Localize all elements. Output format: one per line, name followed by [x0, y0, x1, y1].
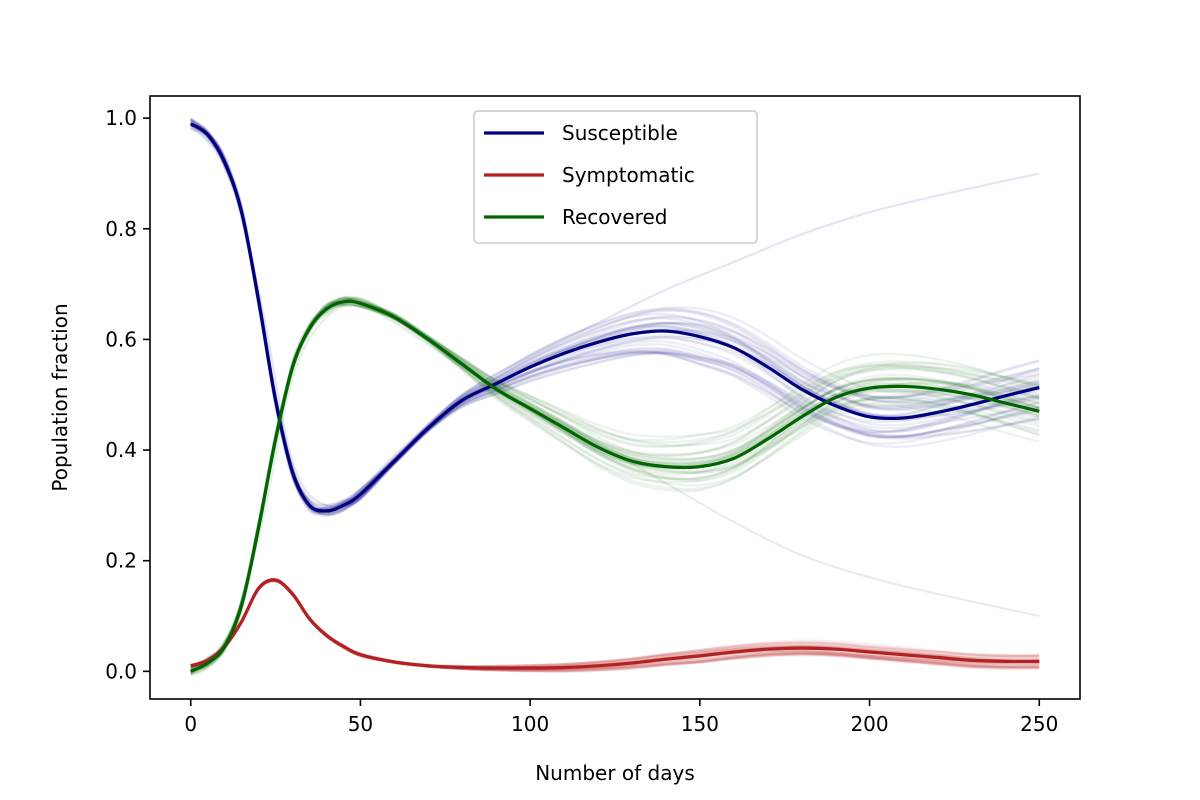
y-tick-label: 0.6 [105, 327, 137, 351]
x-tick-label: 150 [681, 712, 719, 736]
axes-frame [149, 95, 1081, 700]
legend-label-recovered: Recovered [562, 205, 667, 229]
x-tick-label: 50 [348, 712, 373, 736]
legend-box [473, 110, 758, 244]
y-tick-label: 0.4 [105, 438, 137, 462]
y-tick-label: 0.2 [105, 549, 137, 573]
legend-label-symptomatic: Symptomatic [562, 163, 695, 187]
y-tick-label: 1.0 [105, 106, 137, 130]
plot-area [189, 117, 1040, 677]
y-tick-label: 0.0 [105, 659, 137, 683]
series-line-susceptible [189, 122, 1040, 513]
y-tick-label: 0.8 [105, 217, 137, 241]
x-tick-label: 100 [511, 712, 549, 736]
x-axis-ticks: 0 50 100 150 200 250 [184, 699, 1058, 736]
mean-lines [189, 122, 1040, 673]
x-tick-label: 0 [184, 712, 197, 736]
x-axis-label: Number of days [535, 761, 695, 785]
series-line-recovered [190, 299, 1040, 673]
y-axis-label: Population fraction [48, 303, 72, 491]
legend: Susceptible Symptomatic Recovered [473, 110, 758, 244]
x-tick-label: 250 [1020, 712, 1058, 736]
y-axis-ticks: 0.0 0.2 0.4 0.6 0.8 1.0 [105, 106, 150, 683]
legend-label-susceptible: Susceptible [562, 121, 678, 145]
x-tick-label: 200 [850, 712, 888, 736]
series-line-symptomatic [190, 578, 1040, 670]
